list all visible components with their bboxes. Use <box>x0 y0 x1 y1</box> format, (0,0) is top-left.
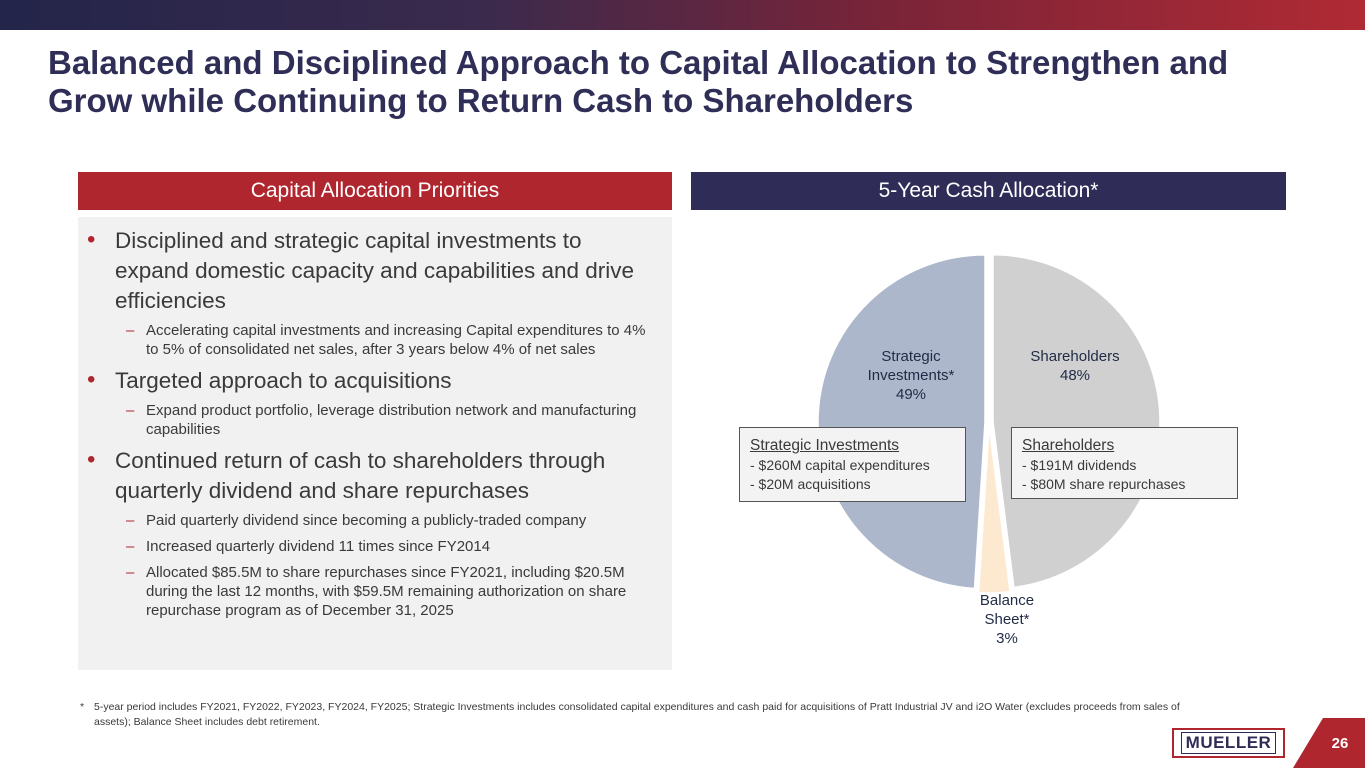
sub-point: – Expand product portfolio, leverage dist… <box>78 401 672 439</box>
dash-icon: – <box>126 402 135 419</box>
footnote-marker: * <box>80 701 85 713</box>
sub-point-text: Paid quarterly dividend since becoming a… <box>146 512 587 529</box>
dash-icon: – <box>126 512 135 529</box>
strategic-callout-line: - $260M capital expenditures <box>750 457 930 473</box>
page-title: Balanced and Disciplined Approach to Cap… <box>48 44 1229 119</box>
priority-text: Targeted approach to acquisitions <box>115 368 452 393</box>
footnote-text: 5-year period includes FY2021, FY2022, F… <box>94 701 1180 728</box>
sub-point-text: Allocated $85.5M to share repurchases si… <box>146 564 627 619</box>
dash-icon: – <box>126 538 135 555</box>
pie-slice-label: Shareholders 48% <box>1030 348 1119 384</box>
mueller-logo: MUELLER <box>1172 728 1285 758</box>
sub-point: – Allocated $85.5M to share repurchases s… <box>78 563 672 620</box>
pie-slice-label: Balance Sheet* 3% <box>980 592 1034 647</box>
page-number: 26 <box>1331 735 1349 752</box>
priority-item: • Continued return of cash to shareholder… <box>78 446 672 506</box>
cash-allocation-pie-chart: Shareholders 48% Balance Sheet* 3% Strategic I… <box>817 253 1161 647</box>
pie-slice <box>817 254 986 590</box>
dash-icon: – <box>126 564 135 581</box>
cash-allocation-header: 5-Year Cash Allocation* <box>691 172 1286 210</box>
logo-wordmark: MUELLER <box>1180 732 1277 754</box>
sub-point-text: Increased quarterly dividend 11 times si… <box>146 538 491 555</box>
sub-point: – Paid quarterly dividend since becoming … <box>78 511 672 530</box>
sub-point: – Increased quarterly dividend 11 times s… <box>78 537 672 556</box>
pie-slice-label: Strategic Investments* 49% <box>868 348 955 403</box>
bullet-icon: • <box>87 366 96 393</box>
shareholders-callout-line: - $191M dividends <box>1022 457 1137 473</box>
priorities-list: • Disciplined and strategic capital inves… <box>78 226 672 627</box>
pie-slice <box>977 425 1011 594</box>
pie-slice <box>992 253 1161 589</box>
priorities-header: Capital Allocation Priorities <box>78 172 672 210</box>
bullet-icon: • <box>87 226 96 253</box>
priority-text: Continued return of cash to shareholders… <box>115 448 606 503</box>
priority-item: • Targeted approach to acquisitions <box>78 366 672 396</box>
priority-text: Disciplined and strategic capital invest… <box>115 228 635 313</box>
sub-point-text: Accelerating capital investments and inc… <box>146 322 646 358</box>
shareholders-callout: Shareholders - $191M dividends - $80M sh… <box>1011 427 1238 499</box>
top-banner <box>0 0 1365 30</box>
priorities-panel: • Disciplined and strategic capital inves… <box>78 217 672 670</box>
strategic-callout-line: - $20M acquisitions <box>750 476 871 492</box>
shareholders-callout-title: Shareholders <box>1022 437 1115 454</box>
sub-point-text: Expand product portfolio, leverage distr… <box>146 402 637 438</box>
strategic-callout-title: Strategic Investments <box>750 437 900 454</box>
footnote: * 5-year period includes FY2021, FY2022,… <box>80 700 1190 730</box>
strategic-investments-callout: Strategic Investments - $260M capital ex… <box>739 427 966 502</box>
bullet-icon: • <box>87 446 96 473</box>
priority-item: • Disciplined and strategic capital inves… <box>78 226 672 316</box>
dash-icon: – <box>126 322 135 339</box>
shareholders-callout-line: - $80M share repurchases <box>1022 476 1186 492</box>
sub-point: – Accelerating capital investments and in… <box>78 321 672 359</box>
